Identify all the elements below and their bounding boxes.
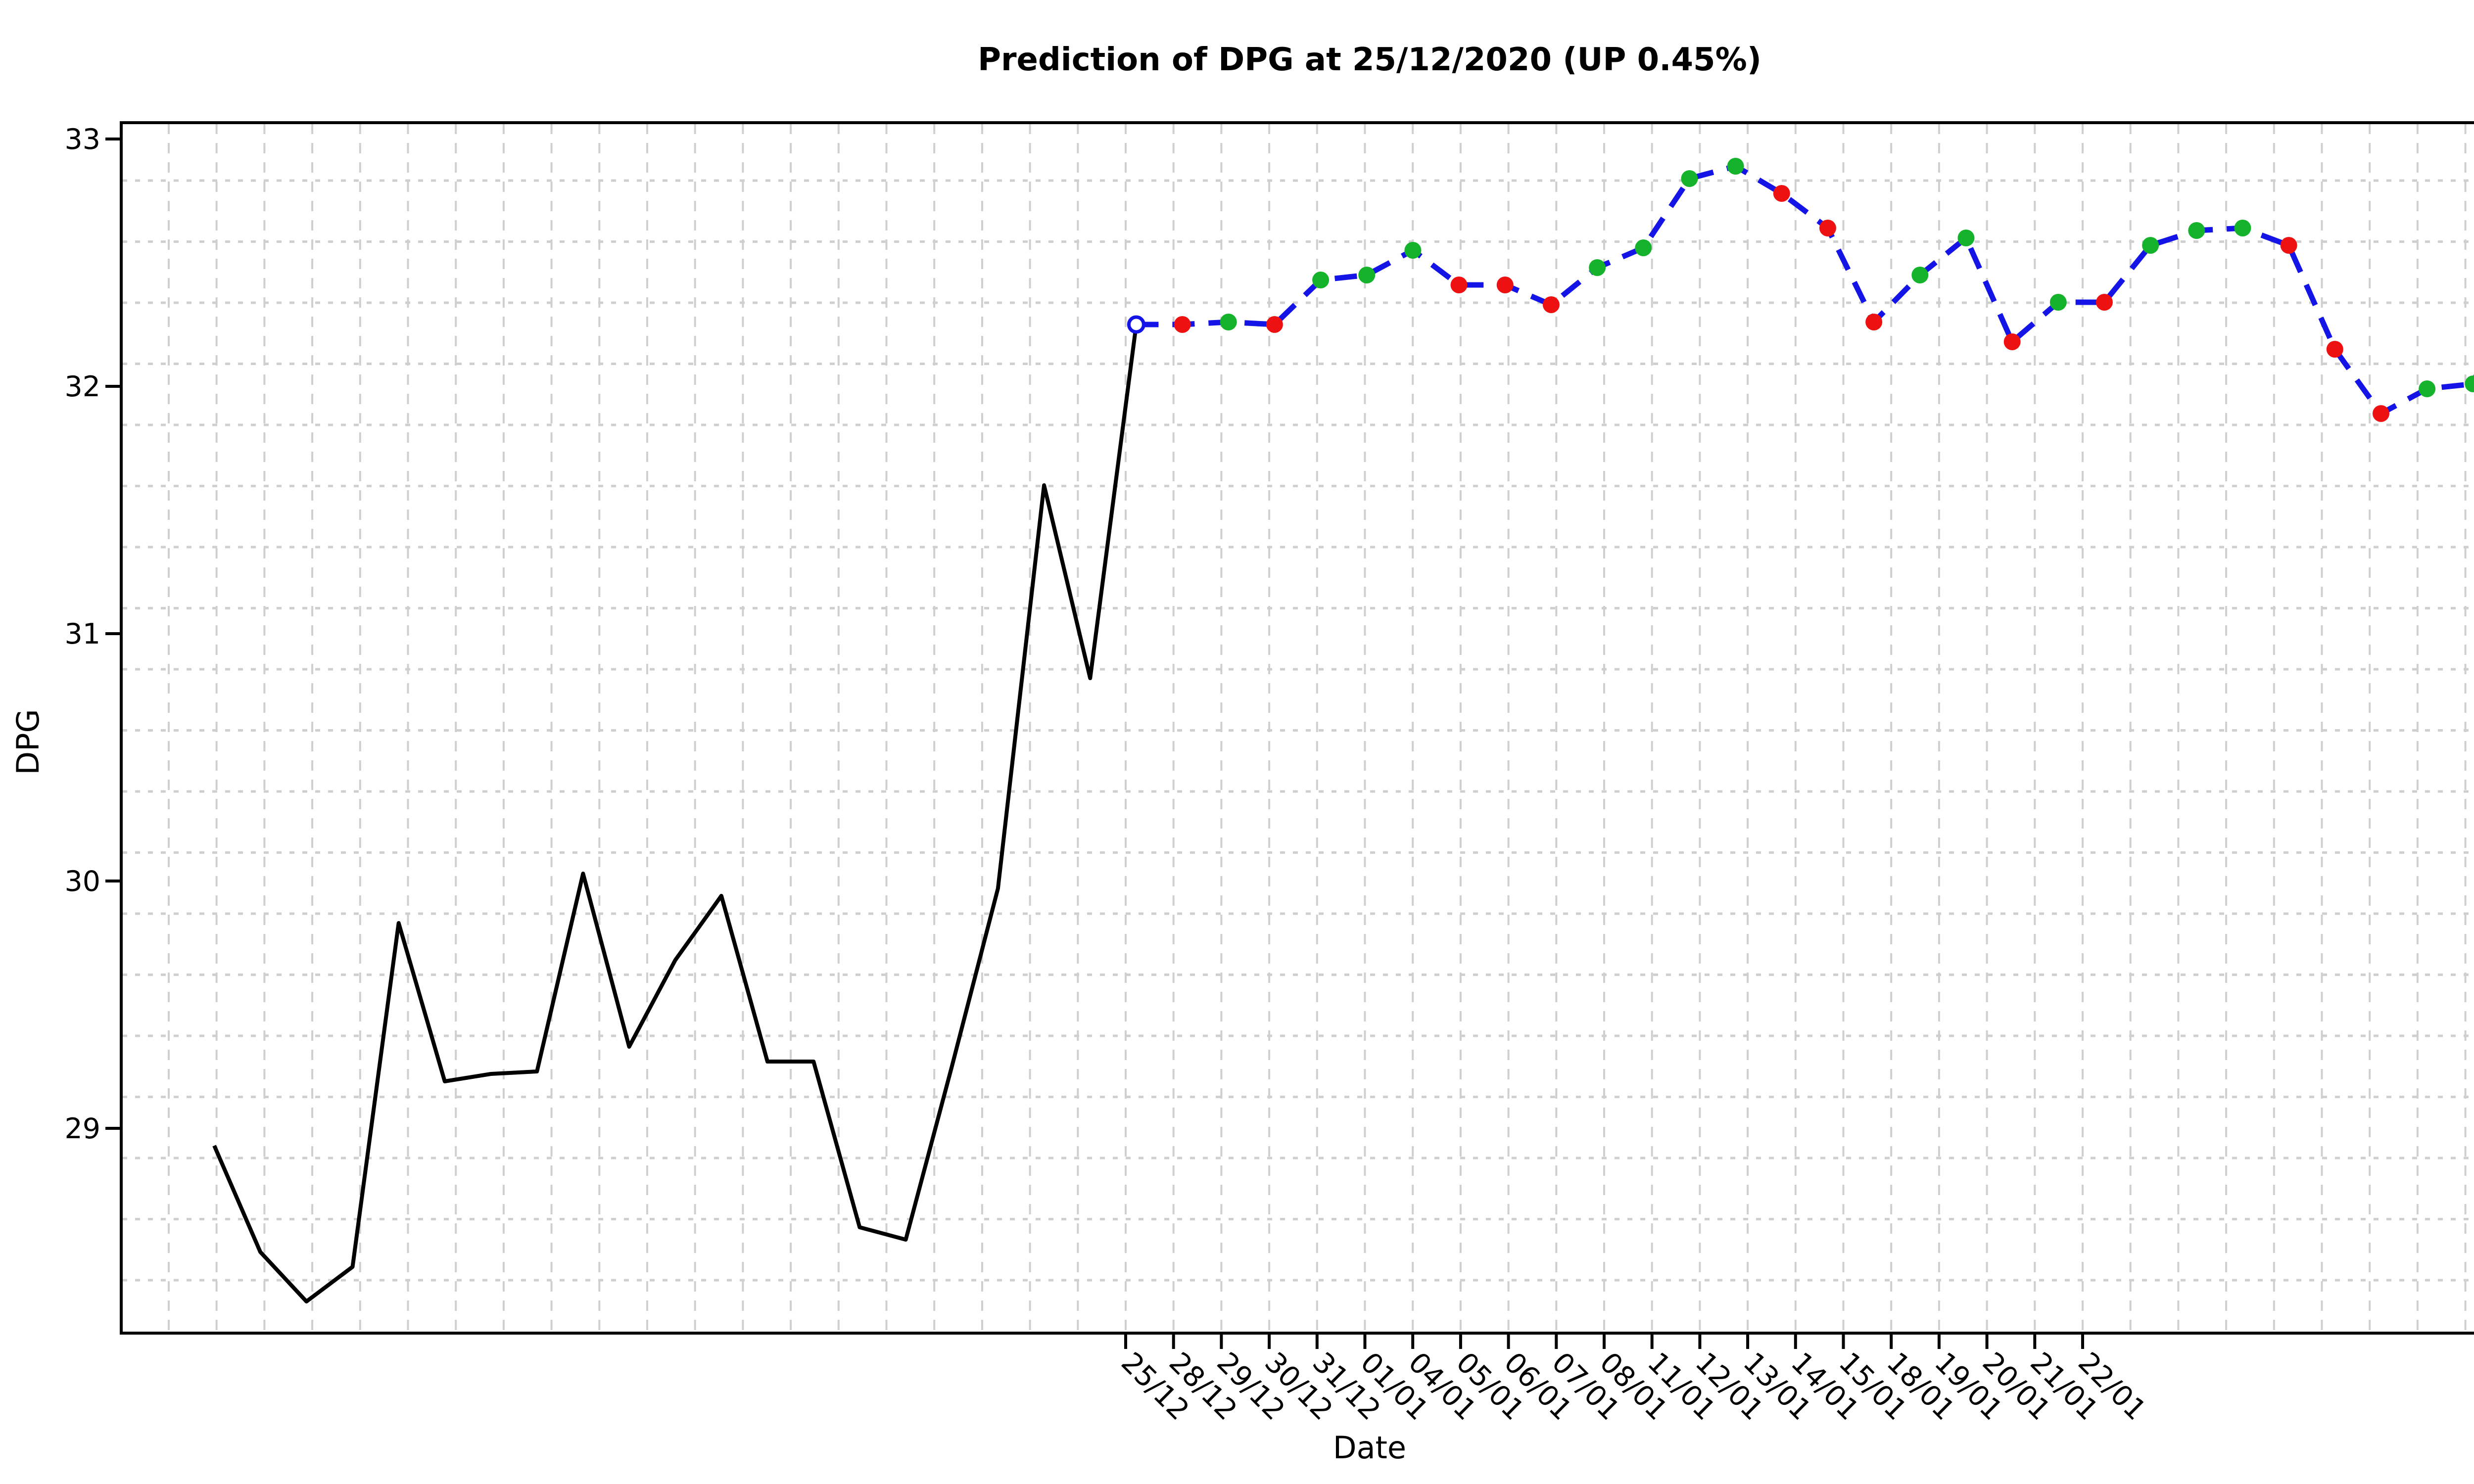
down-day-marker <box>1266 316 1283 333</box>
down-day-marker <box>1542 296 1560 313</box>
up-day-marker <box>1957 230 1975 246</box>
y-tick-label: 30 <box>64 865 100 898</box>
down-day-marker <box>1450 277 1468 293</box>
up-day-marker <box>1911 267 1929 283</box>
x-axis-title: Date <box>1333 1430 1406 1466</box>
up-day-marker <box>1404 242 1422 259</box>
plot-border <box>120 121 2474 1335</box>
axes: 293031323325/1228/1229/1230/1231/1201/01… <box>64 123 2152 1427</box>
down-day-marker <box>2372 405 2389 422</box>
y-tick-label: 32 <box>64 371 100 403</box>
up-day-marker <box>1727 158 1744 175</box>
down-day-marker <box>1773 185 1790 202</box>
data-series <box>212 158 2474 1303</box>
down-day-marker <box>2280 237 2297 254</box>
y-tick-label: 33 <box>64 123 100 156</box>
down-day-marker <box>2095 294 2113 311</box>
up-day-marker <box>2419 380 2436 397</box>
up-day-marker <box>1681 170 1698 187</box>
down-day-marker <box>1174 316 1191 333</box>
down-day-marker <box>1819 220 1836 236</box>
up-day-marker <box>2465 375 2474 392</box>
prediction-start-open-circle <box>1127 315 1145 334</box>
up-day-marker <box>2049 294 2067 311</box>
up-day-marker <box>1358 267 1376 283</box>
y-tick-label: 31 <box>64 618 100 650</box>
y-axis-title: DPG <box>10 709 46 775</box>
y-tick-label: 29 <box>64 1113 100 1145</box>
up-day-marker <box>1220 314 1237 330</box>
down-day-marker <box>2326 341 2343 358</box>
down-day-marker <box>2003 333 2021 350</box>
up-day-marker <box>2234 220 2251 236</box>
up-day-marker <box>1635 239 1652 256</box>
chart-title: Prediction of DPG at 25/12/2020 (UP 0.45… <box>978 42 1761 78</box>
up-day-marker <box>2188 222 2205 239</box>
up-day-marker <box>2142 237 2159 254</box>
history-line <box>212 324 1139 1303</box>
up-day-marker <box>1312 272 1330 288</box>
down-day-marker <box>1496 277 1514 293</box>
down-day-marker <box>1865 314 1883 330</box>
gridlines <box>122 124 2474 1332</box>
up-day-marker <box>1589 259 1606 276</box>
